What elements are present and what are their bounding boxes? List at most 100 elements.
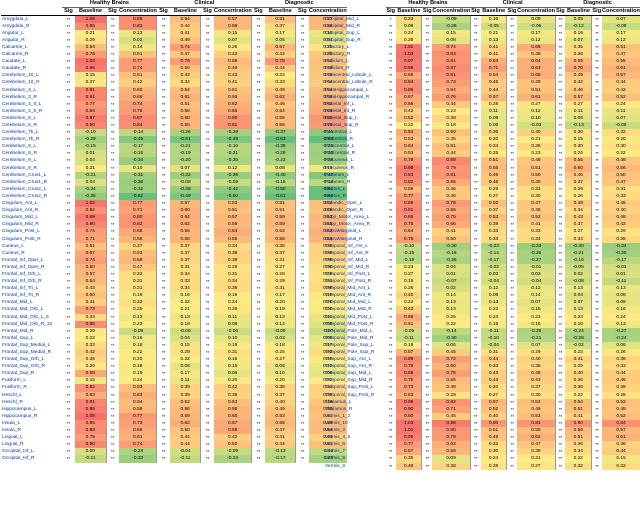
sig-marker: ** — [506, 270, 518, 279]
sig-marker: ** — [591, 256, 602, 264]
sig-marker: ** — [251, 178, 265, 186]
sig-marker: ** — [421, 114, 433, 122]
value-cell: 0.23 — [395, 263, 422, 271]
table-row: Frontal_Sup_L ** 0.22 ** 0.16 ** 0.04 ** 0.10 ** 0… — [1, 334, 347, 342]
sig-marker: ** — [554, 427, 566, 435]
table-row: Calcarine_L ** 0.54 ** 0.14 ** 0.74 ** 0.25 ** 0.5… — [1, 43, 347, 52]
table-row: Cingulum_Post_R ** 0.71 ** 0.58 ** 0.58 ** 0.55 *… — [1, 235, 347, 243]
value-cell: -0.23 — [264, 157, 296, 165]
table-row: Olfactory_R ** 1.03 ** 0.83 ** 0.41 ** 0.48 ** 0.3… — [324, 51, 640, 59]
value-cell: 0.34 — [169, 79, 201, 87]
sig-marker: ** — [421, 327, 433, 335]
sig-marker: ** — [469, 462, 481, 470]
sig-marker: ** — [469, 263, 481, 271]
sig-marker: ** — [295, 292, 309, 300]
sig-marker: ** — [506, 157, 518, 165]
value-cell: 0.58 — [308, 235, 347, 243]
region-name: Temporal_Sup_Ant_R — [325, 364, 372, 370]
region-name: Cingulum_Mid_R — [2, 222, 39, 228]
value-cell: 0.76 — [119, 107, 157, 115]
sig-marker: ** — [388, 257, 393, 263]
value-cell: 0.66 — [517, 43, 556, 52]
table-row: Temporal_Sup_Post_L ** 0.73 ** 0.49 ** 0.33 ** 0… — [324, 384, 640, 392]
value-cell: 0.74 — [169, 43, 201, 52]
value-cell: -0.50 — [264, 185, 296, 193]
value-cell: 0.18 — [119, 363, 157, 371]
sig-marker: ** — [506, 299, 518, 307]
table-row: Frontal_Inf_Oper_R ** 0.60 ** 0.47 ** 0.31 ** 0.… — [1, 263, 347, 271]
value-cell: -0.49 — [169, 192, 201, 201]
value-cell: 0.22 — [395, 299, 422, 307]
sig-marker: ** — [554, 157, 566, 165]
value-cell: 0.19 — [395, 341, 422, 349]
sig-marker: ** — [469, 249, 481, 257]
value-cell: 0.47 — [264, 427, 296, 435]
value-cell: -0.63 — [264, 136, 296, 144]
table-row: Temporal_Inf_Post_R ** 0.15 ** -0.07 ** -0.04 *… — [324, 278, 640, 286]
value-cell: -0.11 — [75, 455, 106, 463]
value-cell: -0.13 — [565, 122, 592, 130]
value-cell: 0.41 — [169, 29, 201, 37]
value-cell: 0.19 — [308, 356, 347, 364]
sig-marker: ** — [506, 363, 518, 371]
value-cell: 0.77 — [119, 200, 157, 208]
value-cell: 0.80 — [213, 114, 252, 122]
sig-marker: ** — [200, 122, 214, 130]
sig-marker: ** — [591, 29, 602, 37]
sig-marker: ** — [506, 122, 518, 130]
sig-marker: ** — [105, 434, 119, 442]
value-cell: 0.25 — [119, 306, 157, 314]
value-cell: 0.78 — [395, 221, 422, 229]
value-cell: 0.51 — [601, 43, 640, 52]
sig-marker: ** — [105, 228, 119, 236]
sig-marker: ** — [388, 151, 393, 157]
value-cell: 0.07 — [601, 15, 640, 23]
region-name: Cerebelum_9_R — [2, 165, 37, 171]
value-cell: 0.06 — [480, 122, 507, 130]
sig-marker: ** — [591, 15, 602, 23]
value-cell: -0.50 — [213, 192, 252, 201]
sig-marker: ** — [105, 363, 119, 371]
sig-marker: ** — [506, 36, 518, 44]
sig-marker: ** — [66, 87, 71, 93]
table-row: Thalamus_L ** 0.96 ** 0.82 ** 0.57 ** 0.53 ** 0.54… — [324, 398, 640, 406]
value-cell: 0.07 — [517, 299, 556, 307]
table-left-half: Healthy Brains Clinical Diagnostic Sig B… — [1, 0, 347, 463]
table-row: Cerebelum_4_5_R ** 0.84 ** 0.76 ** 0.56 ** 0.66 *… — [1, 107, 347, 115]
region-name: Temporal_Inf_Post_R — [325, 279, 372, 285]
sig-marker: ** — [295, 200, 309, 208]
sig-marker: ** — [66, 236, 71, 242]
table-row: Hippocampus_R ** 1.06 ** 0.77 ** 0.59 ** 0.60 ** 0… — [1, 412, 347, 420]
value-cell: 0.40 — [480, 412, 507, 420]
value-cell: 0.75 — [395, 377, 422, 385]
value-cell: 0.03 — [264, 334, 296, 342]
sig-marker: ** — [251, 192, 265, 201]
sig-marker: ** — [506, 412, 518, 420]
col-baseline: Baseline — [565, 7, 592, 16]
sig-marker: ** — [251, 341, 265, 349]
value-cell: 0.40 — [565, 370, 592, 378]
region-name: Occipital_Sup_R — [325, 37, 361, 43]
value-cell: 0.75 — [432, 214, 471, 222]
sig-marker: ** — [506, 356, 518, 364]
value-cell: 0.14 — [517, 292, 556, 300]
value-cell: 0.78 — [264, 58, 296, 66]
sig-marker: ** — [591, 122, 602, 130]
value-cell: 0.19 — [119, 370, 157, 378]
value-cell: 0.11 — [213, 313, 252, 321]
value-cell: -0.07 — [308, 327, 347, 335]
region-name: Vermis_6 — [325, 442, 345, 448]
value-cell: 0.52 — [264, 228, 296, 236]
value-cell: 0.73 — [395, 384, 422, 392]
value-cell: 0.53 — [213, 200, 252, 208]
table-row: Vermis_4_5 ** 0.95 ** 0.78 ** 0.49 ** 0.62 ** 0.51… — [324, 434, 640, 442]
value-cell: 0.12 — [213, 164, 252, 172]
sig-marker: ** — [200, 405, 214, 413]
value-cell: 0.54 — [75, 43, 106, 52]
value-cell: 0.16 — [213, 356, 252, 364]
sig-marker: ** — [105, 334, 119, 342]
sig-marker: ** — [295, 107, 309, 115]
region-name: Temporal_Inf_Ant_L — [325, 243, 368, 249]
value-cell: 0.05 — [308, 320, 347, 328]
table-row: Heschl_L ** 0.63 ** 0.63 ** 0.39 ** 0.38 ** 0.37 **… — [1, 391, 347, 399]
